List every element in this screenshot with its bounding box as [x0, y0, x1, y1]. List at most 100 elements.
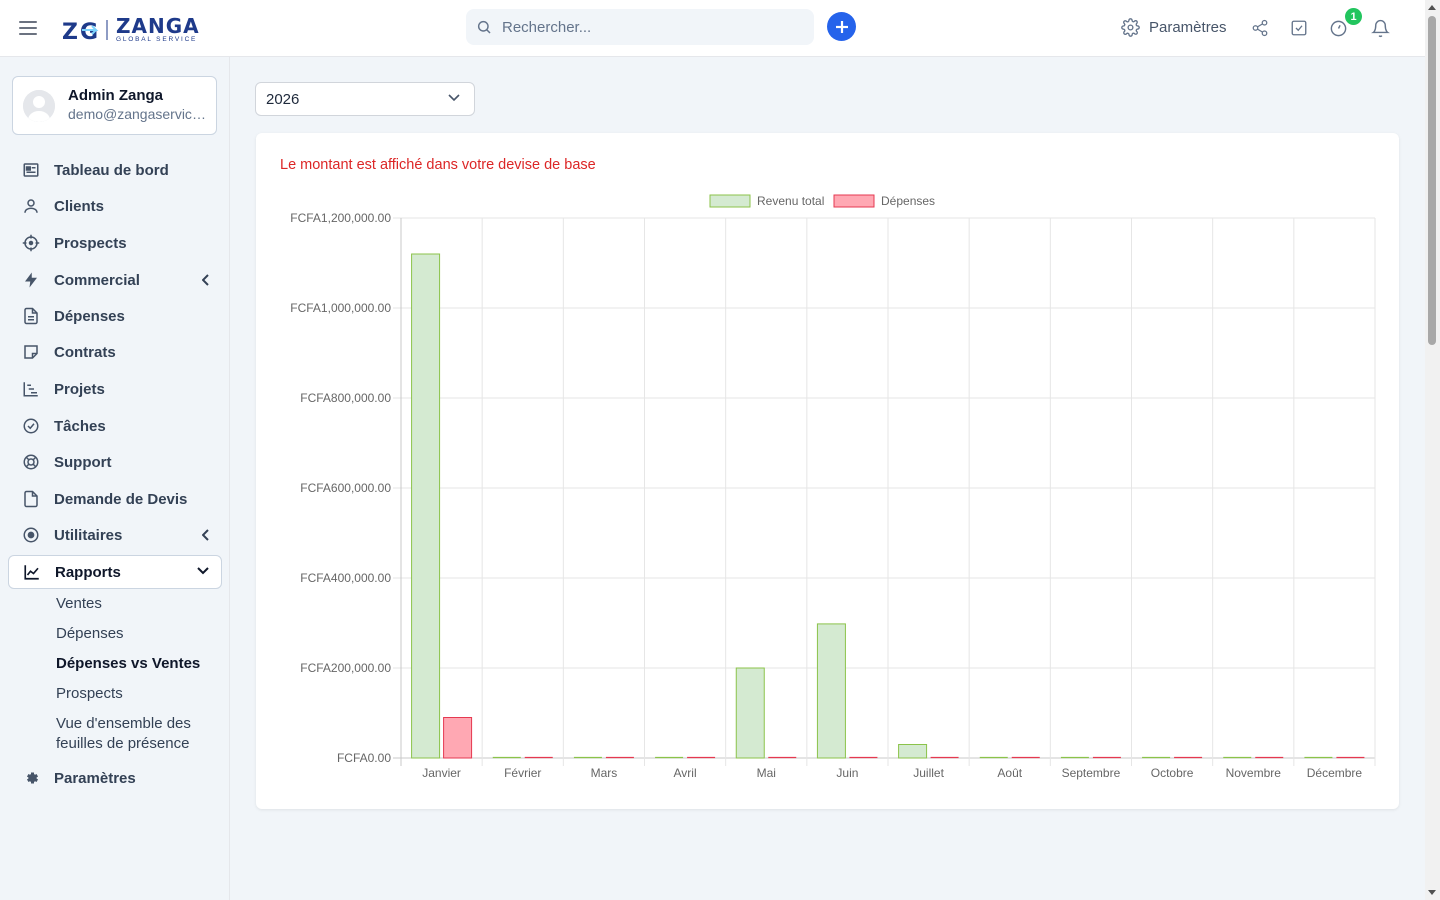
- sidebar-item-label: Prospects: [54, 234, 127, 252]
- x-tick-label: Avril: [674, 766, 697, 780]
- bar-revenue: [735, 667, 765, 759]
- y-tick-label: FCFA200,000.00: [300, 661, 391, 675]
- sidebar-item-utilities[interactable]: Utilitaires: [8, 518, 222, 552]
- bar-revenue: [898, 744, 928, 759]
- submenu-timesheets-overview[interactable]: Vue d'ensemble des feuilles de présence: [56, 714, 191, 754]
- x-tick-label: Janvier: [422, 766, 461, 780]
- search-box: [466, 9, 814, 45]
- sidebar-item-label: Clients: [54, 197, 105, 215]
- legend-label: Dépenses: [881, 194, 935, 208]
- legend-swatch: [709, 194, 751, 208]
- x-tick-label: Juillet: [913, 766, 944, 780]
- plus-icon: [835, 20, 848, 33]
- gear-icon: [22, 769, 40, 787]
- submenu-prospects[interactable]: Prospects: [56, 685, 123, 702]
- timer-icon[interactable]: [1329, 19, 1348, 38]
- chevron-down-icon: [197, 567, 209, 575]
- x-tick-label: Octobre: [1151, 766, 1194, 780]
- legend-label: Revenu total: [757, 194, 824, 208]
- logo[interactable]: Z G ZANGA GLOBAL SERVICE: [62, 14, 200, 43]
- y-tick-label: FCFA1,200,000.00: [290, 211, 391, 225]
- user-name: Admin Zanga: [68, 87, 164, 105]
- vertical-scrollbar[interactable]: [1425, 0, 1440, 900]
- logo-name: ZANGA: [116, 14, 200, 39]
- submenu-label-line2: feuilles de présence: [56, 735, 190, 752]
- x-tick-label: Mai: [757, 766, 776, 780]
- x-tick-label: Décembre: [1307, 766, 1363, 780]
- year-select-value: 2026: [266, 90, 300, 108]
- share-icon[interactable]: [1251, 19, 1269, 37]
- gear-icon: [1121, 18, 1140, 37]
- y-tick-label: FCFA0.00: [337, 751, 391, 765]
- sidebar-item-label: Tableau de bord: [54, 161, 169, 179]
- document-icon: [22, 490, 40, 508]
- search-icon: [477, 20, 491, 34]
- x-tick-label: Mars: [591, 766, 618, 780]
- x-tick-label: Août: [997, 766, 1022, 780]
- x-tick-label: Novembre: [1226, 766, 1282, 780]
- dot-circle-icon: [22, 526, 40, 544]
- sidebar-item-label: Projets: [54, 380, 105, 398]
- settings-label: Paramètres: [1149, 19, 1227, 36]
- scroll-down-arrow-icon[interactable]: [1428, 890, 1436, 895]
- sidebar-item-label: Paramètres: [54, 769, 136, 787]
- sidebar-item-label: Demande de Devis: [54, 490, 188, 508]
- year-select[interactable]: 2026: [255, 82, 475, 116]
- menu-toggle-icon[interactable]: [19, 21, 37, 35]
- sidebar-item-label: Utilitaires: [54, 526, 123, 544]
- check-circle-icon: [22, 417, 40, 435]
- sidebar-item-projects[interactable]: Projets: [8, 372, 222, 406]
- sidebar-item-label: Support: [54, 453, 112, 471]
- chevron-down-icon: [448, 94, 460, 102]
- bar-expenses: [443, 717, 473, 759]
- bar-revenue: [411, 253, 441, 759]
- sidebar-item-expenses[interactable]: Dépenses: [8, 299, 222, 333]
- submenu-expenses-vs-sales[interactable]: Dépenses vs Ventes: [56, 655, 201, 672]
- user-email: demo@zangaservice...: [68, 106, 208, 123]
- bolt-icon: [22, 271, 40, 289]
- sidebar-item-label: Tâches: [54, 417, 106, 435]
- sidebar-item-reports[interactable]: Rapports: [8, 555, 222, 589]
- submenu-expenses[interactable]: Dépenses: [56, 625, 124, 642]
- sidebar-item-label: Commercial: [54, 271, 140, 289]
- avatar: [23, 89, 55, 122]
- y-tick-label: FCFA800,000.00: [300, 391, 391, 405]
- sidebar-item-settings[interactable]: Paramètres: [8, 761, 222, 795]
- line-chart-icon: [23, 563, 41, 581]
- sidebar-item-clients[interactable]: Clients: [8, 189, 222, 223]
- x-tick-label: Juin: [836, 766, 858, 780]
- crosshair-icon: [22, 234, 40, 252]
- sidebar-item-tasks[interactable]: Tâches: [8, 409, 222, 443]
- submenu-label-line1: Vue d'ensemble des: [56, 715, 191, 732]
- chevron-left-icon: [202, 529, 209, 541]
- sidebar-item-commercial[interactable]: Commercial: [8, 263, 222, 297]
- bell-icon[interactable]: [1371, 19, 1390, 38]
- settings-link[interactable]: Paramètres: [1121, 18, 1227, 37]
- lifebuoy-icon: [22, 453, 40, 471]
- checkbox-icon[interactable]: [1290, 19, 1308, 37]
- scroll-up-arrow-icon[interactable]: [1428, 5, 1436, 10]
- sidebar-item-contracts[interactable]: Contrats: [8, 335, 222, 369]
- sidebar-item-label: Dépenses: [54, 307, 125, 325]
- sticky-note-icon: [22, 343, 40, 361]
- sidebar-item-dashboard[interactable]: Tableau de bord: [8, 153, 222, 187]
- x-tick-label: Septembre: [1062, 766, 1121, 780]
- user-icon: [22, 197, 40, 215]
- y-tick-label: FCFA400,000.00: [300, 571, 391, 585]
- expenses-vs-sales-chart: FCFA0.00 FCFA200,000.00 FCFA400,000.00 FCFA…: [290, 194, 1376, 780]
- currency-note: Le montant est affiché dans votre devise…: [280, 157, 596, 173]
- quick-create-button[interactable]: [827, 12, 856, 41]
- legend-swatch: [833, 194, 875, 208]
- scroll-thumb[interactable]: [1428, 16, 1436, 345]
- sidebar-item-prospects[interactable]: Prospects: [8, 226, 222, 260]
- y-tick-label: FCFA1,000,000.00: [290, 301, 391, 315]
- search-input[interactable]: [502, 18, 792, 36]
- sidebar-item-label: Contrats: [54, 343, 116, 361]
- sidebar-item-quote-request[interactable]: Demande de Devis: [8, 482, 222, 516]
- submenu-sales[interactable]: Ventes: [56, 595, 102, 612]
- logo-mark-icon: Z G: [62, 20, 108, 42]
- user-profile-card[interactable]: Admin Zanga demo@zangaservice...: [12, 76, 217, 135]
- timer-badge: 1: [1345, 8, 1362, 25]
- top-bar: Z G ZANGA GLOBAL SERVICE Paramètres 1: [0, 0, 1425, 57]
- sidebar-item-support[interactable]: Support: [8, 445, 222, 479]
